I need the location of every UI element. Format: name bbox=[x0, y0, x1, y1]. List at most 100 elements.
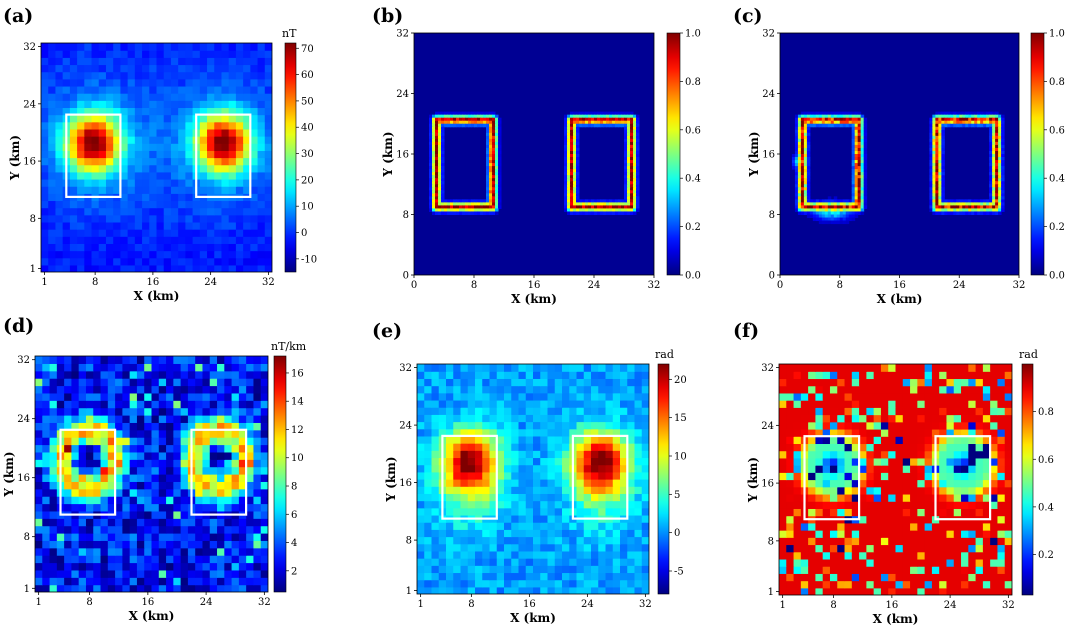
heatmap-cell bbox=[554, 457, 563, 466]
heatmap-cell bbox=[41, 64, 49, 73]
heatmap-cell bbox=[965, 123, 969, 128]
heatmap-cell bbox=[166, 584, 174, 592]
heatmap-cell bbox=[180, 488, 189, 497]
heatmap-cell bbox=[163, 200, 172, 209]
heatmap-cell bbox=[235, 57, 244, 66]
heatmap-cell bbox=[806, 187, 811, 191]
heatmap-cell bbox=[56, 569, 65, 578]
heatmap-cell bbox=[446, 493, 454, 502]
heatmap-cell bbox=[854, 129, 859, 134]
heatmap-cell bbox=[547, 522, 556, 530]
heatmap-cell bbox=[630, 132, 634, 137]
heatmap-cell bbox=[187, 378, 196, 387]
heatmap-cell bbox=[467, 586, 476, 594]
heatmap-cell bbox=[170, 178, 179, 187]
heatmap-cell bbox=[142, 50, 150, 58]
heatmap-cell bbox=[554, 464, 563, 473]
heatmap-cell bbox=[257, 50, 266, 58]
heatmap-cell bbox=[492, 193, 496, 197]
heatmap-cell bbox=[243, 64, 251, 73]
heatmap-cell bbox=[533, 486, 541, 494]
heatmap-cell bbox=[84, 164, 93, 173]
heatmap-cell bbox=[944, 117, 948, 122]
heatmap-cell bbox=[136, 496, 145, 505]
heatmap-cell bbox=[156, 229, 165, 237]
heatmap-cell bbox=[56, 407, 65, 416]
colorbar-tick-label: 1.0 bbox=[1049, 29, 1065, 40]
heatmap-cell bbox=[477, 117, 481, 122]
heatmap-cell bbox=[127, 157, 136, 166]
heatmap-cell bbox=[77, 128, 85, 137]
heatmap-cell bbox=[41, 229, 49, 237]
heatmap-cell bbox=[857, 205, 862, 209]
heatmap-cell bbox=[579, 114, 583, 119]
panel-label: (a) bbox=[3, 5, 33, 27]
heatmap-cell bbox=[540, 550, 549, 559]
heatmap-cell bbox=[932, 190, 936, 194]
heatmap-cell bbox=[986, 120, 990, 125]
heatmap-cell bbox=[142, 93, 150, 101]
heatmap-cell bbox=[570, 184, 574, 188]
heatmap-cell bbox=[98, 229, 107, 237]
heatmap-cell bbox=[264, 50, 272, 58]
heatmap-cell bbox=[221, 64, 230, 73]
heatmap-cell bbox=[475, 565, 483, 574]
heatmap-cell bbox=[547, 550, 556, 559]
heatmap-cell bbox=[460, 443, 469, 451]
heatmap-cell bbox=[432, 126, 436, 131]
heatmap-cell bbox=[207, 264, 215, 272]
heatmap-cell bbox=[609, 111, 613, 116]
heatmap-cell bbox=[618, 114, 622, 119]
heatmap-cell bbox=[863, 135, 868, 140]
heatmap-cell bbox=[432, 138, 436, 143]
heatmap-cell bbox=[498, 154, 502, 158]
heatmap-cell bbox=[93, 378, 102, 387]
heatmap-cell bbox=[583, 428, 592, 437]
x-axis-label: X (km) bbox=[134, 289, 180, 303]
heatmap-cell bbox=[98, 243, 107, 252]
heatmap-cell bbox=[450, 111, 454, 116]
heatmap-cell bbox=[238, 488, 247, 497]
heatmap-cell bbox=[576, 138, 580, 143]
heatmap-cell bbox=[446, 529, 454, 538]
heatmap-cell bbox=[435, 196, 439, 200]
heatmap-cell bbox=[217, 503, 225, 512]
heatmap-cell bbox=[554, 421, 563, 430]
heatmap-cell bbox=[621, 199, 625, 203]
heatmap-cell bbox=[992, 205, 996, 209]
heatmap-cell bbox=[525, 428, 534, 437]
heatmap-cell bbox=[431, 407, 440, 415]
heatmap-cell bbox=[540, 486, 549, 494]
heatmap-cell bbox=[495, 141, 499, 146]
heatmap-cell bbox=[136, 451, 145, 460]
heatmap-cell bbox=[199, 50, 208, 58]
heatmap-cell bbox=[431, 565, 440, 574]
heatmap-cell bbox=[435, 160, 439, 164]
heatmap-cell bbox=[221, 243, 230, 252]
heatmap-cell bbox=[156, 221, 165, 230]
heatmap-cell bbox=[78, 569, 87, 578]
heatmap-cell bbox=[49, 533, 58, 541]
heatmap-cell bbox=[854, 202, 859, 206]
heatmap-cell bbox=[929, 154, 933, 158]
heatmap-cell bbox=[953, 199, 957, 203]
heatmap-cell bbox=[612, 536, 621, 545]
heatmap-cell bbox=[467, 464, 476, 473]
heatmap-cell bbox=[231, 503, 240, 512]
heatmap-cell bbox=[806, 166, 811, 170]
heatmap-cell bbox=[591, 208, 595, 212]
heatmap-cell bbox=[446, 479, 454, 487]
heatmap-cell bbox=[525, 486, 534, 494]
heatmap-cell bbox=[93, 429, 102, 438]
heatmap-cell bbox=[209, 503, 218, 512]
heatmap-cell bbox=[564, 147, 568, 152]
heatmap-cell bbox=[178, 64, 186, 73]
heatmap-cell bbox=[554, 565, 563, 574]
heatmap-cell bbox=[518, 471, 527, 480]
heatmap-cell bbox=[144, 363, 153, 372]
heatmap-cell bbox=[594, 205, 598, 209]
heatmap-cell bbox=[998, 141, 1002, 146]
heatmap-cell bbox=[151, 540, 160, 549]
heatmap-cell bbox=[600, 123, 604, 128]
